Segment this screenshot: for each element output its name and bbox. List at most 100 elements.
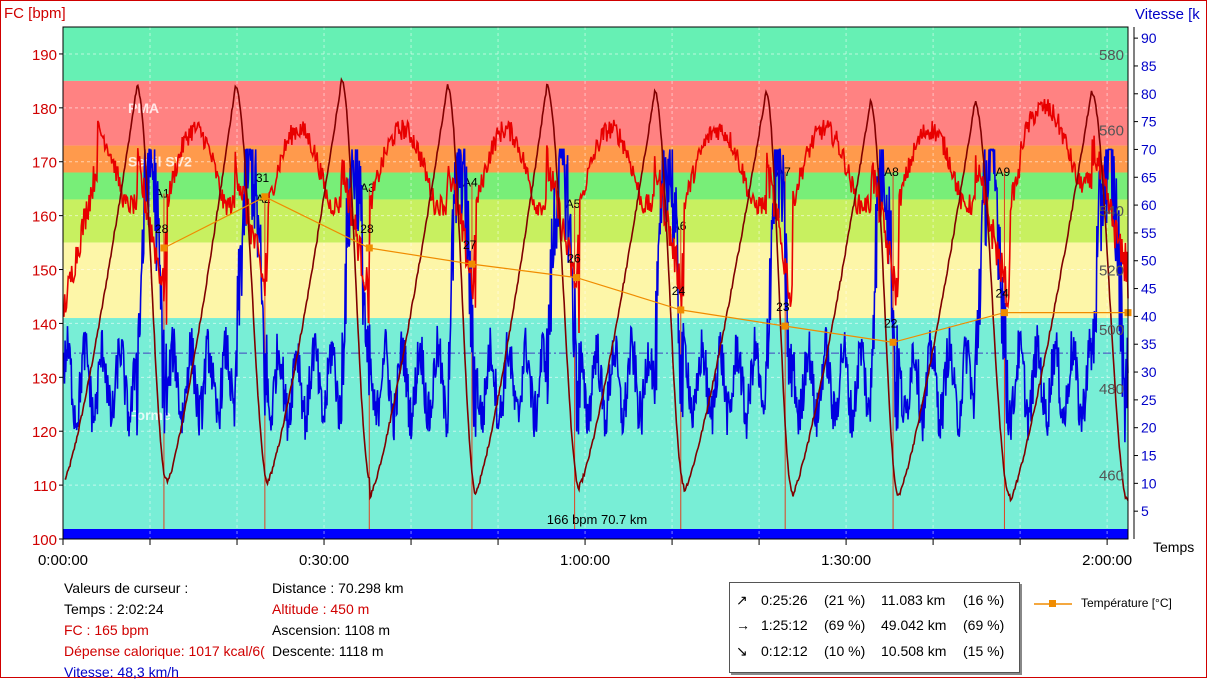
temperature-label: 22 (884, 316, 898, 330)
temperature-point (468, 260, 476, 268)
x-axis-label: Temps (1153, 539, 1194, 555)
descent-arrow-icon: ↘ (736, 643, 748, 659)
segment-time-percent: (21 %) (824, 592, 866, 608)
fc-tick-label: 180 (32, 101, 57, 118)
temperature-line (163, 196, 1128, 343)
temperature-label: 28 (360, 222, 374, 236)
temperature-label: 24 (672, 284, 686, 298)
altitude-tick-label: 580 (1099, 47, 1124, 64)
chart-axes: 100 110 120 130 140 150 160 170 180 190 5 10 15 20 25 3… (32, 26, 1157, 569)
segment-distance-percent: (16 %) (963, 592, 1005, 608)
fc-tick-label: 140 (32, 316, 57, 333)
zone-band (63, 199, 1128, 243)
fc-tick-label: 110 (33, 478, 57, 495)
temperature-point (889, 338, 897, 346)
temperature-point (261, 193, 269, 201)
fc-tick-label: 130 (32, 370, 57, 387)
fc-tick-label: 160 (32, 209, 57, 226)
speed-tick-label: 55 (1141, 225, 1157, 241)
zone-label: Forme (128, 407, 171, 423)
plot-frame (62, 26, 1129, 540)
fc-tick-label: 170 (32, 155, 57, 172)
altitude-tick-label: 560 (1099, 122, 1124, 139)
speed-tick-label: 70 (1141, 141, 1157, 157)
altitude-tick-label: 500 (1099, 322, 1124, 339)
left-axis-label: FC [bpm] (4, 5, 66, 22)
temperature-legend-icon (1034, 600, 1072, 607)
cursor-descent: Descente: 1118 m (272, 643, 384, 659)
speed-tick-label: 80 (1141, 86, 1157, 102)
cursor-ascent: Ascension: 1108 m (272, 622, 391, 638)
cursor-time: Temps : 2:02:24 (64, 601, 164, 617)
segment-time: 0:25:26 (761, 592, 808, 608)
zone-band (63, 242, 1128, 319)
temperature-label: 27 (463, 238, 477, 252)
fc-tick-label: 100 (32, 532, 57, 549)
speed-tick-label: 60 (1141, 197, 1157, 213)
speed-tick-label: 15 (1141, 448, 1157, 464)
speed-tick-label: 45 (1141, 281, 1157, 297)
fc-tick-label: 120 (32, 424, 57, 441)
temperature-label: 31 (256, 171, 270, 185)
segment-time: 1:25:12 (761, 617, 808, 633)
temperature-point (160, 244, 168, 252)
speed-tick-label: 20 (1141, 420, 1157, 436)
lap-label: A8 (884, 165, 899, 179)
time-tick-label: 1:30:00 (821, 552, 871, 569)
temperature-point (572, 274, 580, 282)
right-axis-label: Vitesse [k (1135, 6, 1200, 23)
speed-line (63, 148, 1129, 443)
cursor-distance: Distance : 70.298 km (272, 580, 404, 596)
cursor-altitude: Altitude : 450 m (272, 601, 370, 617)
temperature-legend: Température [°C] (1081, 596, 1172, 610)
lap-label: A5 (566, 197, 581, 211)
zone-band (63, 27, 1128, 81)
segment-distance-percent: (69 %) (963, 617, 1005, 633)
chart-series: 28 31 28 27 26 24 23 22 24 (63, 77, 1132, 503)
temperature-point (1000, 309, 1008, 317)
altitude-tick-label: 520 (1099, 263, 1124, 280)
temperature-label: 23 (776, 300, 790, 314)
climb-arrow-icon: ↗ (736, 592, 748, 608)
temperature-point (781, 322, 789, 330)
lap-label: A3 (360, 181, 375, 195)
temperature-point (677, 306, 685, 314)
speed-tick-label: 40 (1141, 308, 1157, 324)
altitude-line (64, 77, 1129, 503)
fc-tick-label: 150 (32, 263, 57, 280)
flat-arrow-icon: → (736, 617, 750, 633)
bottom-bar (63, 529, 1128, 539)
cursor-calories: Dépense calorique: 1017 kcal/6( (64, 643, 265, 659)
speed-tick-label: 25 (1141, 392, 1157, 408)
speed-tick-label: 35 (1141, 336, 1157, 352)
segment-distance: 49.042 km (881, 617, 947, 633)
zone-band (63, 80, 1128, 146)
segment-time-percent: (69 %) (824, 617, 866, 633)
bottom-bar-text: 166 bpm 70.7 km (547, 512, 647, 527)
temperature-point (365, 244, 373, 252)
altitude-tick-label: 480 (1099, 381, 1124, 398)
speed-tick-label: 30 (1141, 364, 1157, 380)
altitude-tick-label: 460 (1099, 467, 1124, 484)
time-tick-label: 2:00:00 (1082, 552, 1132, 569)
speed-tick-label: 85 (1141, 58, 1157, 74)
segment-distance-percent: (15 %) (963, 643, 1005, 659)
temperature-label: 24 (995, 287, 1009, 301)
segment-distance: 10.508 km (881, 643, 947, 659)
time-tick-label: 1:00:00 (560, 552, 610, 569)
segment-summary: ↗ 0:25:26 (21 %) 11.083 km (16 %) → 1:25… (729, 582, 1020, 673)
segment-time: 0:12:12 (761, 643, 808, 659)
temperature-label: 28 (155, 222, 169, 236)
cursor-values-title: Valeurs de curseur : (64, 580, 189, 596)
segment-distance: 11.083 km (881, 592, 946, 608)
time-tick-label: 0:30:00 (299, 552, 349, 569)
heart-rate-line (63, 99, 1129, 334)
lap-label: A9 (995, 165, 1010, 179)
speed-tick-label: 65 (1141, 169, 1157, 185)
speed-tick-label: 90 (1141, 30, 1157, 46)
fc-tick-label: 190 (32, 47, 57, 64)
altitude-tick-label: 540 (1099, 203, 1124, 220)
temperature-label: 26 (567, 252, 581, 266)
